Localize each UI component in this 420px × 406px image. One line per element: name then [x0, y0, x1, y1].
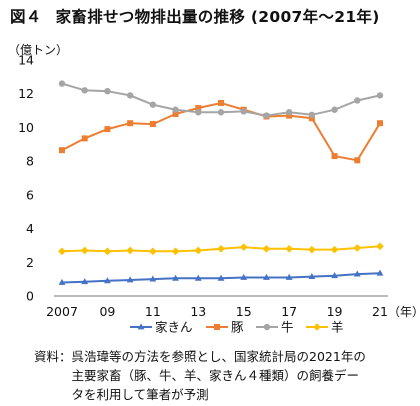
- legend-label-0: 家きん: [155, 320, 193, 335]
- note-label: 資料：: [34, 349, 72, 364]
- data-point-0: [217, 274, 225, 281]
- data-point-0: [353, 270, 361, 277]
- data-point-2: [331, 106, 338, 113]
- data-point-2: [263, 112, 270, 119]
- data-point-0: [285, 273, 293, 280]
- data-point-2: [104, 87, 111, 95]
- data-point-1: [172, 110, 179, 117]
- title-text: 家畜排せつ物排出量の推移 (2007年〜21年): [55, 8, 380, 26]
- x-tick-label: 2007: [46, 304, 78, 319]
- line-chart: 0 2 4 6 8 10 12 14 2007 09 11 13 15 17 19 21（年） 家きん 豚 牛 羊: [18, 53, 420, 335]
- y-tick-label: 4: [26, 221, 34, 236]
- data-point-3: [194, 246, 203, 255]
- data-point-3: [285, 245, 293, 253]
- data-point-0: [172, 274, 179, 281]
- data-point-3: [239, 243, 248, 251]
- x-tick-label: 15: [236, 304, 252, 319]
- x-tick-label: 19: [327, 304, 343, 319]
- data-point-1: [195, 105, 202, 112]
- data-point-1: [149, 121, 156, 128]
- data-point-3: [330, 245, 339, 254]
- data-point-2: [126, 92, 134, 99]
- data-point-2: [354, 97, 361, 104]
- data-point-3: [308, 245, 316, 254]
- data-point-1: [377, 120, 383, 127]
- legend-label-3: 羊: [331, 320, 344, 335]
- y-tick-label: 6: [26, 187, 34, 202]
- x-tick-label: 21: [372, 304, 388, 319]
- data-point-0: [58, 278, 66, 285]
- data-point-0: [149, 275, 157, 282]
- legend-label-2: 牛: [281, 320, 294, 335]
- note-line: 主要家畜（豚、牛、羊、家きん４種類）の飼養デー: [71, 368, 360, 383]
- data-point-3: [171, 247, 180, 256]
- x-tick-label: 13: [190, 304, 206, 319]
- data-point-3: [126, 246, 134, 255]
- note-line: 呉浩瑋等の方法を参照とし、国家統計局の2021年の: [71, 349, 366, 364]
- data-point-2: [81, 87, 88, 94]
- data-point-0: [240, 273, 248, 280]
- data-point-0: [81, 278, 89, 285]
- data-point-3: [149, 247, 157, 256]
- y-tick-label: 10: [18, 120, 34, 135]
- figure-number: 図４: [10, 8, 42, 26]
- x-tick-label: 09: [99, 304, 115, 319]
- data-point-2: [195, 109, 202, 116]
- data-point-0: [376, 269, 384, 276]
- data-point-2: [308, 111, 316, 118]
- data-point-3: [217, 245, 225, 253]
- data-point-3: [80, 246, 89, 255]
- y-unit-label: （億トン）: [8, 43, 69, 57]
- data-point-1: [59, 147, 65, 154]
- y-tick-label: 2: [26, 255, 34, 270]
- y-tick-label: 0: [26, 289, 34, 304]
- data-point-3: [58, 247, 66, 256]
- data-point-3: [376, 242, 384, 251]
- data-point-2: [376, 92, 384, 99]
- x-tick-label: 17: [281, 304, 297, 319]
- data-point-2: [172, 106, 179, 113]
- note-body: 呉浩瑋等の方法を参照とし、国家統計局の2021年の 主要家畜（豚、牛、羊、家きん４…: [72, 347, 366, 404]
- data-point-1: [218, 99, 224, 106]
- data-point-1: [308, 115, 315, 122]
- data-point-0: [308, 273, 316, 280]
- data-point-3: [103, 247, 112, 256]
- legend-marker-3: [313, 323, 321, 331]
- data-point-0: [104, 277, 111, 284]
- data-point-1: [81, 135, 88, 142]
- data-point-1: [354, 157, 361, 164]
- legend-label-1: 豚: [231, 320, 244, 335]
- legend-marker-0: [137, 323, 145, 330]
- data-point-1: [127, 120, 134, 127]
- data-point-3: [353, 244, 362, 252]
- data-point-0: [331, 272, 338, 279]
- data-point-2: [240, 108, 247, 115]
- legend-marker-2: [263, 323, 271, 331]
- data-point-1: [331, 153, 338, 160]
- y-tick-label: 14: [18, 53, 34, 68]
- data-point-2: [149, 101, 157, 108]
- data-point-0: [126, 276, 134, 283]
- data-point-0: [263, 273, 270, 280]
- x-tick-label: 11: [145, 304, 161, 319]
- x-unit-label: （年）: [388, 305, 420, 319]
- data-point-2: [285, 109, 293, 116]
- y-tick-label: 8: [26, 154, 34, 169]
- data-point-1: [286, 112, 293, 119]
- y-tick-label: 12: [18, 86, 34, 101]
- data-point-3: [262, 245, 271, 253]
- legend-marker-1: [214, 324, 220, 330]
- data-point-1: [104, 126, 111, 133]
- data-point-0: [194, 274, 202, 281]
- source-note: 資料： 呉浩瑋等の方法を参照とし、国家統計局の2021年の 主要家畜（豚、牛、羊、家…: [34, 347, 366, 404]
- note-line: タを利用して筆者が予測: [71, 387, 209, 402]
- data-point-2: [58, 80, 66, 87]
- figure-title: 図４ 家畜排せつ物排出量の推移 (2007年〜21年): [10, 5, 380, 27]
- data-point-2: [217, 109, 225, 116]
